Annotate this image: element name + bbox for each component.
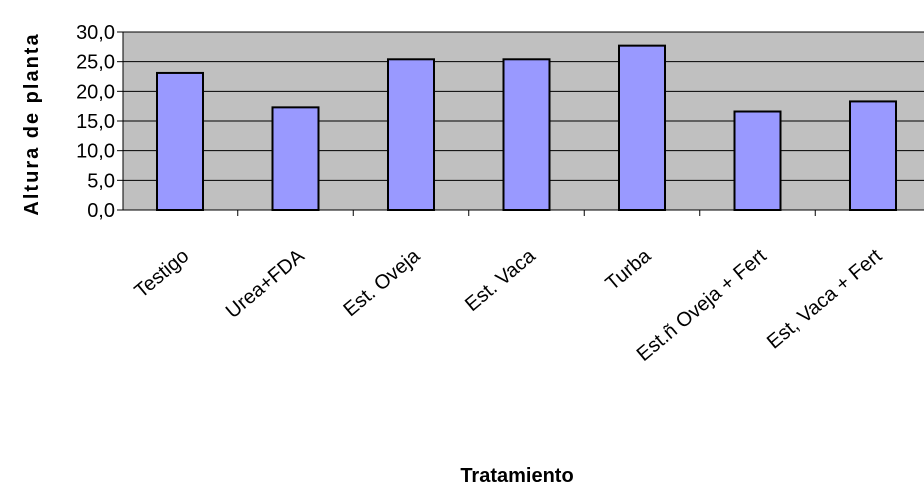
bar bbox=[156, 71, 204, 211]
y-tick-label: 5,0 bbox=[87, 170, 115, 192]
bar bbox=[618, 44, 666, 211]
y-tick-label: 30,0 bbox=[76, 22, 115, 44]
x-tick-label: Urea+FDA bbox=[222, 245, 309, 323]
bars bbox=[156, 44, 897, 211]
bar bbox=[387, 58, 435, 211]
bar bbox=[502, 58, 551, 211]
x-tick-labels: Testigo Urea+FDA Est. Oveja Est. Vaca Turba E… bbox=[131, 244, 887, 365]
bar bbox=[849, 100, 897, 211]
x-tick-label: Est. Vaca bbox=[461, 244, 540, 315]
axes bbox=[117, 31, 924, 216]
x-axis-title: Tratamiento bbox=[460, 465, 573, 487]
bar bbox=[271, 106, 320, 211]
y-tick-label: 15,0 bbox=[76, 111, 115, 133]
y-tick-label: 25,0 bbox=[76, 52, 115, 74]
x-tick-label: Est, Vaca + Fert bbox=[763, 245, 887, 354]
y-tick-labels: 0,0 5,0 10,0 15,0 20,0 25,0 30,0 bbox=[76, 22, 115, 222]
x-tick-label: Est. Oveja bbox=[339, 244, 424, 321]
x-tick-label: Turba bbox=[602, 244, 656, 295]
y-tick-label: 20,0 bbox=[76, 81, 115, 103]
y-axis-title: Altura de planta bbox=[21, 32, 43, 215]
y-tick-label: 0,0 bbox=[87, 200, 115, 222]
y-tick-label: 10,0 bbox=[76, 141, 115, 163]
bar bbox=[733, 110, 782, 211]
x-tick-label: Testigo bbox=[131, 245, 194, 303]
